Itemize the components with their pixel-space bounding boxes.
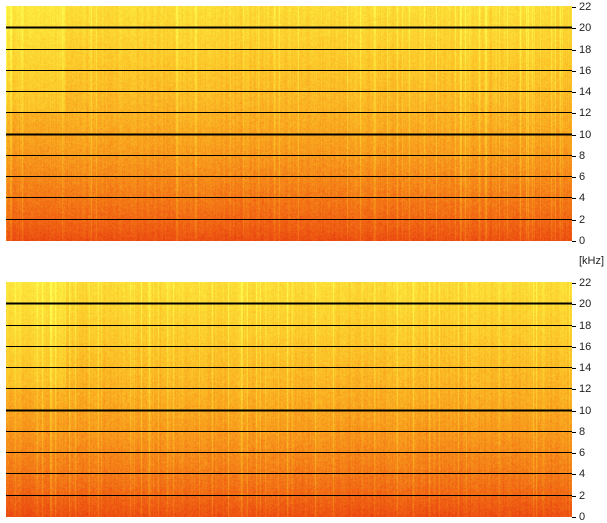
bottom-tick-mark-18 xyxy=(572,325,576,327)
top-tick-mark-18 xyxy=(572,49,576,51)
bottom-tick-mark-4 xyxy=(572,473,576,475)
top-tick-label-2: 2 xyxy=(579,213,586,226)
top-tick-mark-20 xyxy=(572,27,576,29)
top-tick-label-6: 6 xyxy=(579,170,586,183)
top-tick-mark-10 xyxy=(572,134,576,136)
top-tick-label-0: 0 xyxy=(579,234,586,247)
bottom-tick-mark-12 xyxy=(572,388,576,390)
bottom-tick-mark-8 xyxy=(572,431,576,433)
top-tick-mark-14 xyxy=(572,91,576,93)
bottom-tick-label-8: 8 xyxy=(579,425,586,438)
bottom-tick-label-6: 6 xyxy=(579,446,586,459)
y-axis-top: 0 2 4 6 8 10 12 14 16 18 20 22 xyxy=(572,1,607,246)
top-tick-mark-2 xyxy=(572,219,576,221)
bottom-tick-mark-10 xyxy=(572,410,576,412)
y-axis-bottom: 0 2 4 6 8 10 12 14 16 18 20 22 xyxy=(572,277,607,522)
top-tick-label-18: 18 xyxy=(579,43,592,56)
top-tick-label-10: 10 xyxy=(579,128,592,141)
top-tick-mark-0 xyxy=(572,240,576,242)
top-tick-label-12: 12 xyxy=(579,106,592,119)
bottom-tick-label-20: 20 xyxy=(579,297,592,310)
top-tick-mark-4 xyxy=(572,197,576,199)
bottom-tick-label-16: 16 xyxy=(579,340,592,353)
top-tick-mark-22 xyxy=(572,6,576,8)
top-tick-label-22: 22 xyxy=(579,0,592,13)
bottom-tick-mark-16 xyxy=(572,346,576,348)
bottom-tick-mark-2 xyxy=(572,495,576,497)
bottom-tick-label-14: 14 xyxy=(579,361,592,374)
top-tick-label-8: 8 xyxy=(579,149,586,162)
spectrogram-bottom xyxy=(6,282,572,517)
top-tick-mark-8 xyxy=(572,155,576,157)
top-tick-label-14: 14 xyxy=(579,85,592,98)
y-axis-unit-label: [kHz] xyxy=(579,255,605,267)
spectrogram-top xyxy=(6,6,572,241)
bottom-tick-label-0: 0 xyxy=(579,510,586,523)
bottom-tick-label-2: 2 xyxy=(579,489,586,502)
bottom-tick-mark-20 xyxy=(572,303,576,305)
bottom-tick-label-22: 22 xyxy=(579,276,592,289)
top-tick-mark-12 xyxy=(572,112,576,114)
gridlines-bottom xyxy=(6,302,572,496)
top-tick-label-16: 16 xyxy=(579,64,592,77)
spectrogram-image-bottom xyxy=(6,282,572,517)
bottom-tick-label-12: 12 xyxy=(579,382,592,395)
bottom-tick-mark-14 xyxy=(572,367,576,369)
top-tick-label-4: 4 xyxy=(579,191,586,204)
top-tick-label-20: 20 xyxy=(579,21,592,34)
bottom-tick-mark-6 xyxy=(572,452,576,454)
gridlines-top xyxy=(6,26,572,220)
bottom-tick-mark-22 xyxy=(572,282,576,284)
bottom-tick-label-4: 4 xyxy=(579,467,586,480)
bottom-tick-label-10: 10 xyxy=(579,404,592,417)
top-tick-mark-6 xyxy=(572,176,576,178)
bottom-tick-mark-0 xyxy=(572,516,576,518)
bottom-tick-label-18: 18 xyxy=(579,319,592,332)
spectrogram-image-top xyxy=(6,6,572,241)
top-tick-mark-16 xyxy=(572,70,576,72)
